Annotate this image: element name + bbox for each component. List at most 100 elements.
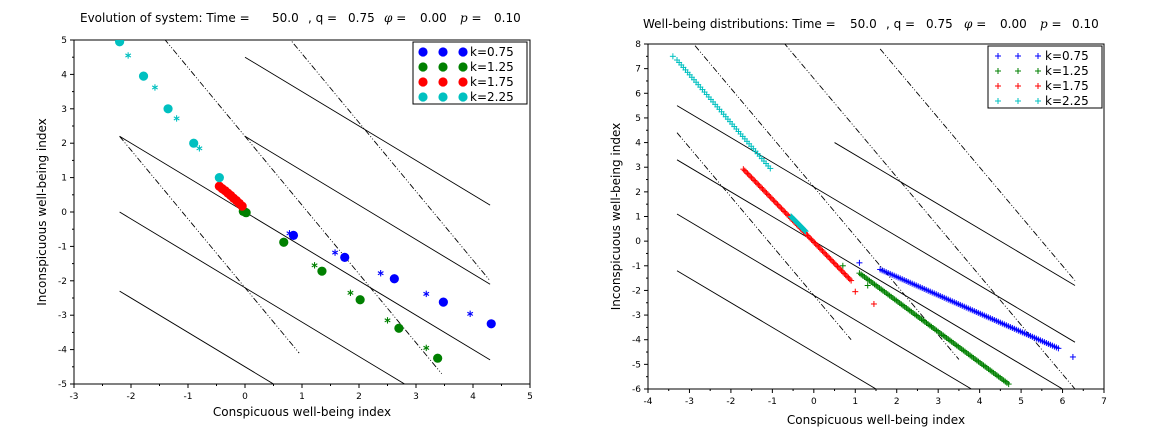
y-tick-label: -5 <box>632 360 641 370</box>
dot-point <box>340 252 350 263</box>
legend-entry: k=1.25 <box>995 64 1089 78</box>
legend-marker <box>1035 68 1041 74</box>
reference-line-dashdot <box>290 40 491 282</box>
legend-entry: k=2.25 <box>418 90 514 104</box>
legend-marker <box>458 92 468 102</box>
y-tick-label: -4 <box>58 346 67 356</box>
legend-marker <box>438 62 448 72</box>
plus-point <box>842 271 849 278</box>
x-tick-label: 3 <box>935 397 941 407</box>
plus-point <box>848 277 855 284</box>
plus-point <box>845 274 852 281</box>
dot-point <box>433 353 443 363</box>
plus-point <box>781 208 788 215</box>
legend-marker <box>438 47 448 57</box>
star-point <box>196 145 203 152</box>
plus-point <box>740 166 747 173</box>
star-point <box>347 289 354 297</box>
y-tick-label: 2 <box>635 188 641 198</box>
x-tick-label: 0 <box>811 397 817 407</box>
dot-point <box>394 323 404 333</box>
legend-label: k=0.75 <box>1045 49 1089 63</box>
legend-marker <box>995 83 1001 89</box>
plus-point <box>751 177 758 184</box>
plus-point <box>846 276 853 283</box>
plus-point <box>805 233 812 240</box>
reference-line-solid <box>244 135 491 285</box>
y-tick-label: 5 <box>61 36 67 46</box>
star-point <box>423 290 430 298</box>
legend-marker <box>1015 53 1021 59</box>
x-tick-label: 6 <box>1060 397 1066 407</box>
plus-point <box>741 167 748 174</box>
plus-point <box>770 197 777 204</box>
chart-title-part: 50.0 <box>272 11 299 25</box>
plus-point <box>747 173 754 180</box>
legend-label: k=1.25 <box>470 60 514 74</box>
plus-point <box>760 187 767 194</box>
y-tick-label: 6 <box>635 89 641 99</box>
plus-point <box>767 165 774 172</box>
plus-point <box>755 181 762 188</box>
plus-point <box>785 212 792 219</box>
dot-point <box>355 295 365 305</box>
plus-point <box>748 174 755 181</box>
y-tick-label: 3 <box>635 163 641 173</box>
plus-point <box>758 184 765 191</box>
plus-point <box>779 207 786 214</box>
plus-point <box>809 238 816 245</box>
chart-title-part: p = <box>460 11 482 25</box>
chart-title-part: 0.00 <box>1000 17 1027 31</box>
star-point <box>311 262 318 269</box>
plus-point <box>852 288 859 295</box>
legend-marker <box>418 77 428 87</box>
plus-point <box>844 273 851 280</box>
plus-point <box>771 198 778 205</box>
chart-title-part: , q = <box>308 11 337 25</box>
plus-point <box>778 205 785 212</box>
plus-point <box>784 211 791 218</box>
legend-marker <box>1035 53 1041 59</box>
reference-line-solid <box>834 142 1076 286</box>
x-tick-label: -3 <box>685 397 694 407</box>
legend-entry: k=0.75 <box>418 45 514 59</box>
dot-point <box>279 237 289 247</box>
star-point <box>151 84 158 91</box>
plus-point <box>826 255 833 262</box>
reference-line-dashdot <box>676 132 852 341</box>
y-tick-label: -2 <box>58 277 67 287</box>
plus-point <box>774 201 781 208</box>
star-point <box>125 52 132 59</box>
legend-marker <box>438 92 448 102</box>
left-chart-evolution: Evolution of system: Time = 50.0 , q = 0.75… <box>35 11 533 419</box>
x-tick-label: 7 <box>1101 397 1107 407</box>
legend-entry: k=1.75 <box>995 79 1089 93</box>
reference-line-dashdot <box>119 136 300 354</box>
star-point <box>377 270 384 277</box>
plus-point <box>839 262 846 269</box>
plus-point <box>824 253 831 260</box>
y-tick-label: 2 <box>61 139 67 149</box>
star-point <box>467 310 474 318</box>
legend-marker <box>418 92 428 102</box>
dot-point <box>389 274 399 284</box>
plus-point <box>669 53 676 60</box>
x-tick-label: 4 <box>470 392 476 402</box>
plus-point <box>820 249 827 256</box>
y-tick-label: -1 <box>632 262 641 272</box>
right-chart-distributions: Well-being distributions: Time = 50.0 , q … <box>609 17 1107 427</box>
reference-line-solid <box>119 290 275 384</box>
chart-title-part: 0.00 <box>420 11 447 25</box>
x-axis-label: Conspicuous well-being index <box>213 405 391 419</box>
plus-point <box>814 242 821 249</box>
plus-point <box>831 260 838 267</box>
plus-point <box>767 194 774 201</box>
y-tick-label: 8 <box>635 40 641 50</box>
legend-marker <box>995 68 1001 74</box>
x-tick-label: 1 <box>852 397 858 407</box>
legend: k=0.75k=1.25k=1.75k=2.25 <box>987 45 1103 109</box>
plus-point <box>816 245 823 252</box>
chart-title-part: 0.10 <box>494 11 521 25</box>
legend-marker <box>418 47 428 57</box>
reference-line-dashdot <box>784 44 1076 389</box>
